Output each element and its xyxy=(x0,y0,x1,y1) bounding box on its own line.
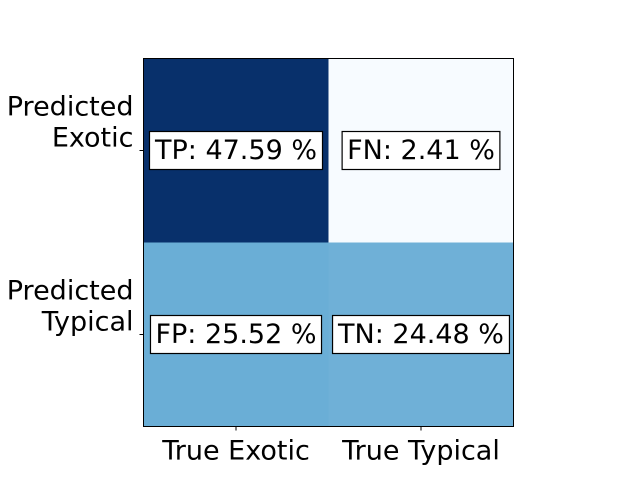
y-tick-label-line: Typical xyxy=(41,307,134,338)
y-tick-label-line: Exotic xyxy=(52,123,134,154)
cell-label-box xyxy=(148,130,324,171)
cell-label-r0-c1: FN: 2.41 % xyxy=(341,130,501,171)
cell-labels: TP: 47.59 % FN: 2.41 % FP: 25.52 % TN: 24.4… xyxy=(148,130,511,355)
cell-label-box xyxy=(331,314,511,355)
plot-frame xyxy=(143,58,514,427)
heatmap-cells xyxy=(143,58,514,427)
cell-label-text: TP: 47.59 % xyxy=(154,135,317,166)
cell-label-box xyxy=(341,130,501,171)
x-tick-label-0: True Exotic xyxy=(161,436,310,467)
cell-label-text: FN: 2.41 % xyxy=(347,135,495,166)
cell-label-text: TN: 24.48 % xyxy=(337,319,504,350)
cell-label-box xyxy=(149,314,323,355)
cell-label-text: FP: 25.52 % xyxy=(155,319,316,350)
cell-label-r1-c1: TN: 24.48 % xyxy=(331,314,511,355)
y-tick-label-line: Predicted xyxy=(7,276,134,307)
x-tick-label-1: True Typical xyxy=(341,436,500,467)
y-tick-label-1: Predicted Typical xyxy=(7,276,134,338)
y-tick-label-line: Predicted xyxy=(7,92,134,123)
cell-label-r0-c0: TP: 47.59 % xyxy=(148,130,324,171)
y-tick-label-0: Predicted Exotic xyxy=(7,92,134,154)
cell-label-r1-c0: FP: 25.52 % xyxy=(149,314,323,355)
